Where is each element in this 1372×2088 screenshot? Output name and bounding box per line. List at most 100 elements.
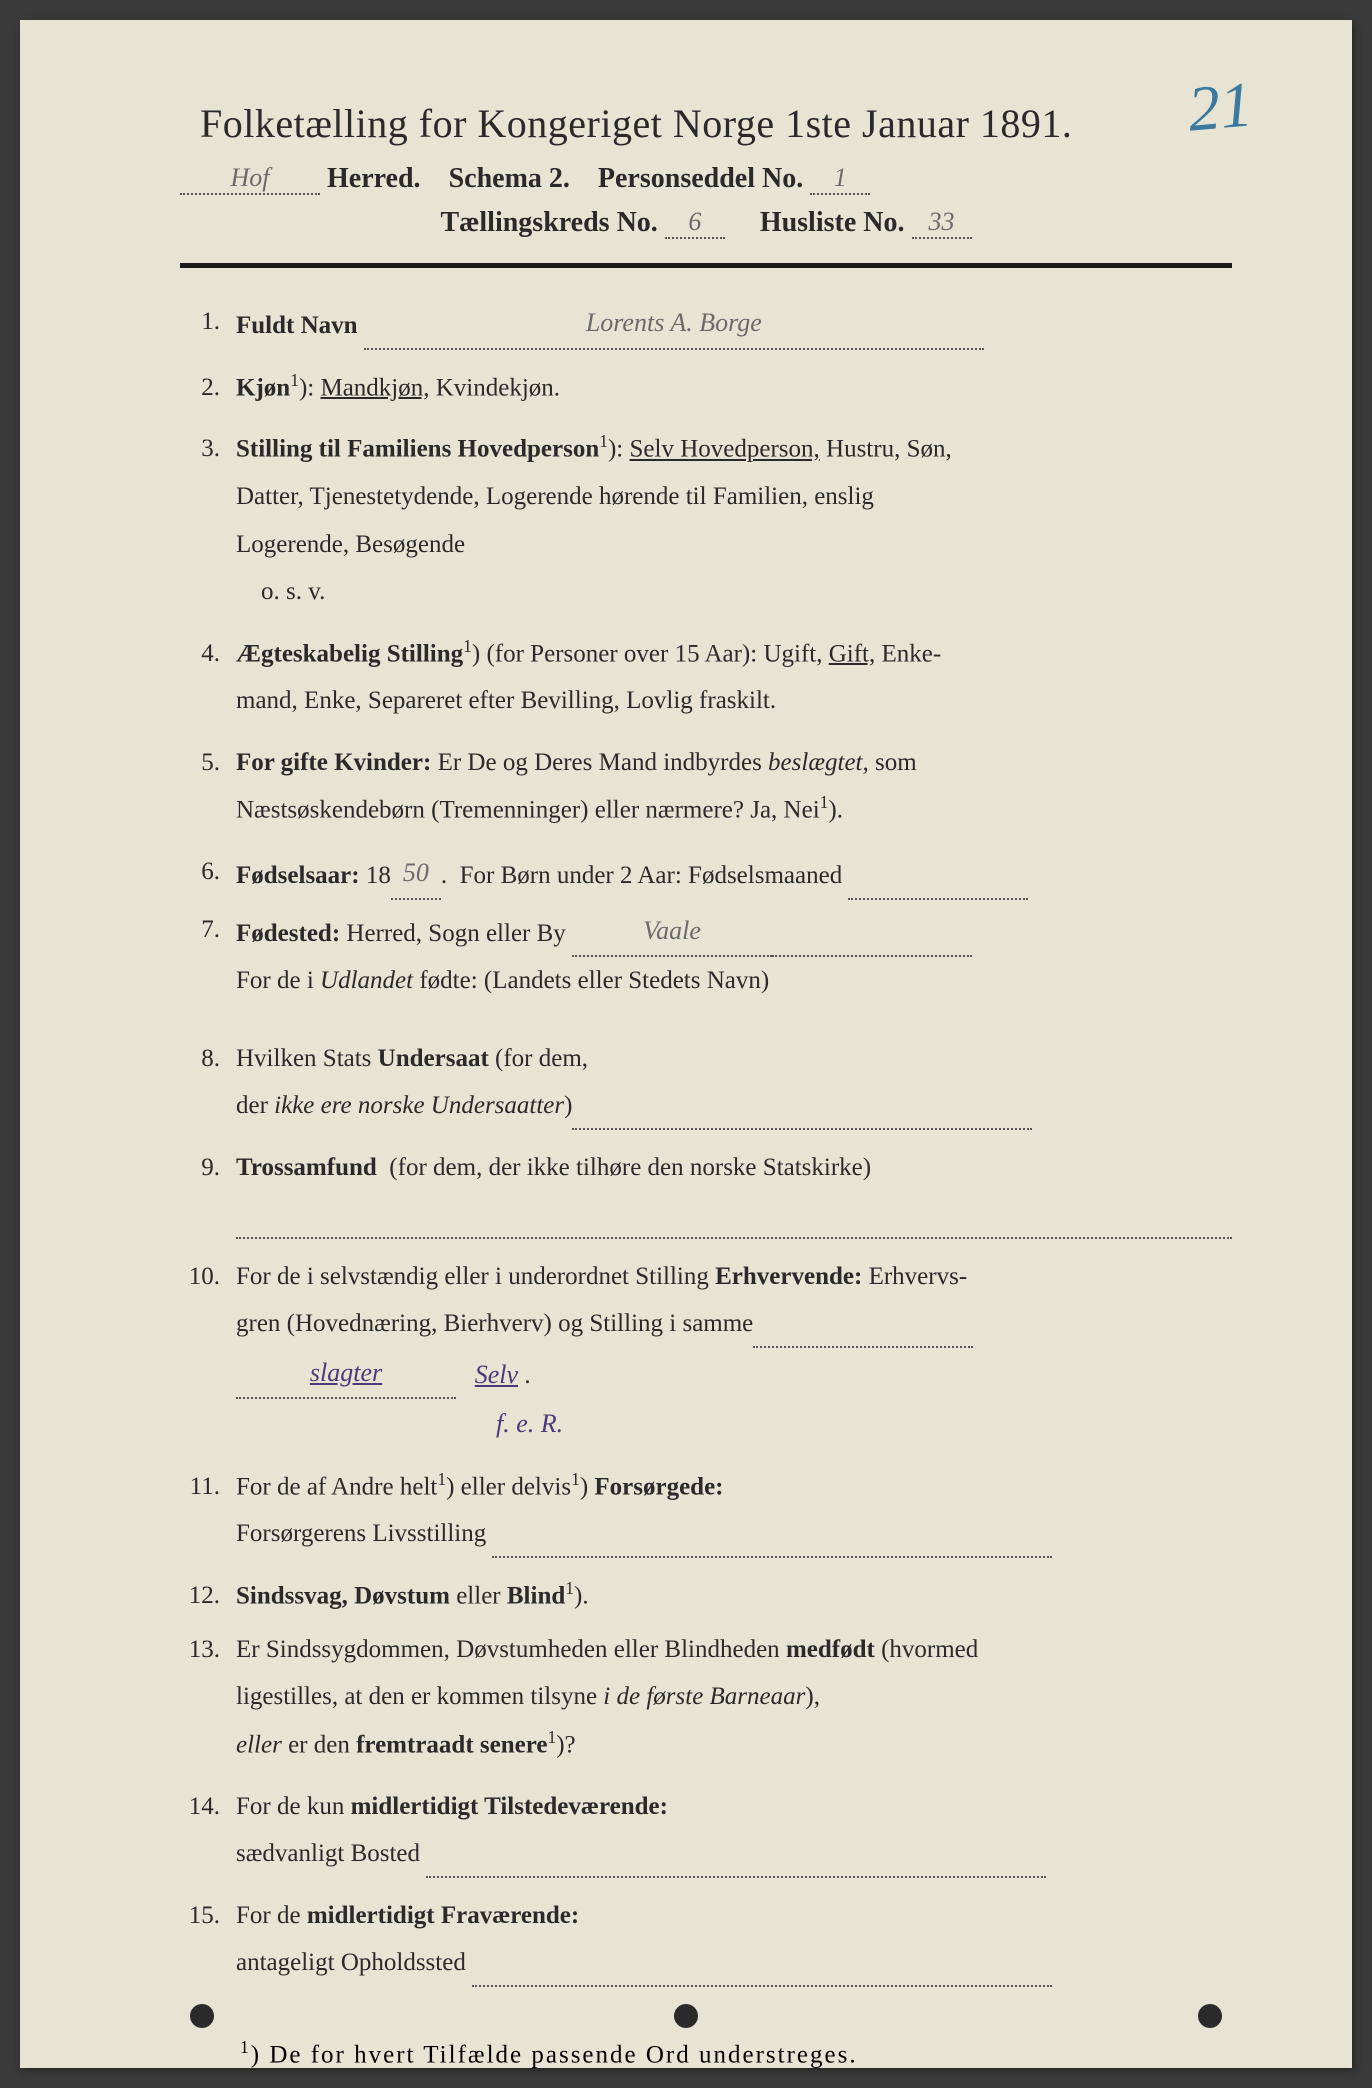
item-6: 6. Fødselsaar: 1850. For Børn under 2 Aa… — [180, 848, 1232, 899]
label-aegteskab: Ægteskabelig Stilling — [236, 640, 463, 667]
text-1: For de af Andre helt — [236, 1473, 437, 1500]
hw-line-1: slagter — [236, 1348, 456, 1400]
hw-fer: f. e. R. — [496, 1409, 563, 1438]
born-text: For Børn under 2 Aar: Fødselsmaaned — [460, 862, 843, 889]
item-body: Kjøn1): Mandkjøn, Kvindekjøn. — [236, 364, 1232, 412]
undersaat-field — [572, 1128, 1032, 1130]
line-2: antageligt Opholdssted — [236, 1949, 466, 1976]
item-body: Sindssvag, Døvstum eller Blind1). — [236, 1572, 1232, 1620]
text: For de kun — [236, 1793, 344, 1820]
form-header: Folketælling for Kongeriget Norge 1ste J… — [180, 100, 1232, 239]
footnote-ref: 1 — [547, 1727, 556, 1747]
item-4: 4. Ægteskabelig Stilling1) (for Personer… — [180, 630, 1232, 725]
footnote-ref: 1 — [820, 792, 829, 812]
fodested-value: Vaale — [572, 906, 772, 957]
item-body: For de i selvstændig eller i underordnet… — [236, 1253, 1232, 1449]
line-2: mand, Enke, Separeret efter Bevilling, L… — [236, 687, 776, 714]
item-10: 10. For de i selvstændig eller i underor… — [180, 1253, 1232, 1449]
header-rule — [180, 263, 1232, 268]
item-body: For de kun midlertidigt Tilstedeværende:… — [236, 1783, 1232, 1878]
punch-hole-icon — [190, 2004, 214, 2028]
label-fodested: Fødested: — [236, 920, 340, 947]
opt-kvindekjon: Kvindekjøn. — [436, 374, 560, 401]
item-number: 3. — [180, 425, 236, 615]
footnote-ref: 1 — [290, 370, 299, 390]
label-fodselsaar: Fødselsaar: — [236, 862, 360, 889]
line-2: ligestilles, at den er kommen tilsyne — [236, 1683, 597, 1710]
paren-text: (for Personer over 15 Aar): — [486, 640, 757, 667]
item-number: 12. — [180, 1572, 236, 1620]
bold-fravaerende: midlertidigt Fraværende: — [307, 1902, 579, 1929]
bold-erhvervende: Erhvervende: — [715, 1263, 862, 1290]
ital-eller: eller — [236, 1731, 282, 1758]
item-body: Hvilken Stats Undersaat (for dem, der ik… — [236, 1035, 1232, 1130]
item-body: For gifte Kvinder: Er De og Deres Mand i… — [236, 739, 1232, 834]
text-2: Erhvervs- — [869, 1263, 968, 1290]
text-1: For de i selvstændig eller i underordnet… — [236, 1263, 709, 1290]
item-5: 5. For gifte Kvinder: Er De og Deres Man… — [180, 739, 1232, 834]
ital-beslaegtet: beslægtet, — [768, 749, 869, 776]
text: For de — [236, 1902, 301, 1929]
item-body: Fuldt Navn Lorents A. Borge — [236, 298, 1232, 350]
blank-1 — [753, 1346, 973, 1348]
footnote: 1) De for hvert Tilfælde passende Ord un… — [180, 2037, 1232, 2069]
paren: (for dem, — [495, 1045, 588, 1072]
bold-blind: Blind — [507, 1582, 565, 1609]
header-row-2: Tællingskreds No. 6 Husliste No. 33 — [180, 207, 1232, 239]
item-number: 6. — [180, 848, 236, 899]
item-body: For de af Andre helt1) eller delvis1) Fo… — [236, 1463, 1232, 1558]
line-4: o. s. v. — [261, 578, 325, 605]
item-number: 9. — [180, 1144, 236, 1239]
item-number: 4. — [180, 630, 236, 725]
line-2: gren (Hovednæring, Bierhverv) og Stillin… — [236, 1310, 753, 1337]
bosted-field — [426, 1876, 1046, 1878]
form-items: 1. Fuldt Navn Lorents A. Borge 2. Kjøn1)… — [180, 298, 1232, 1987]
item-number: 10. — [180, 1253, 236, 1449]
ital-udlandet: Udlandet — [320, 967, 413, 994]
item-number: 15. — [180, 1892, 236, 1987]
personseddel-label: Personseddel No. — [598, 163, 803, 194]
year-value: 50 — [391, 848, 441, 899]
census-form-page: 21 Folketælling for Kongeriget Norge 1st… — [20, 20, 1352, 2068]
label-trossamfund: Trossamfund — [236, 1154, 377, 1181]
item-number: 7. — [180, 906, 236, 1005]
item-11: 11. For de af Andre helt1) eller delvis1… — [180, 1463, 1232, 1558]
line-2: sædvanligt Bosted — [236, 1840, 420, 1867]
ital-barneaar: i de første Barneaar — [603, 1683, 805, 1710]
ital-text: ikke ere norske Undersaatter — [274, 1092, 564, 1119]
hw-selv: Selv — [475, 1360, 518, 1389]
item-3: 3. Stilling til Familiens Hovedperson1):… — [180, 425, 1232, 615]
opholdssted-field — [472, 1985, 1052, 1987]
text-1: Er De og Deres Mand indbyrdes — [438, 749, 762, 776]
line-3: Logerende, Besøgende — [236, 531, 465, 558]
bold-forsorgede: Forsørgede: — [594, 1473, 723, 1500]
trossamfund-field — [236, 1237, 1232, 1239]
label-stilling: Stilling til Familiens Hovedperson — [236, 436, 599, 463]
opt-mandkjon: Mandkjøn, — [320, 374, 429, 401]
page-number-annotation: 21 — [1185, 67, 1255, 146]
item-number: 14. — [180, 1783, 236, 1878]
opt-gift: Gift, — [829, 640, 876, 667]
item-body: Ægteskabelig Stilling1) (for Personer ov… — [236, 630, 1232, 725]
item-number: 11. — [180, 1463, 236, 1558]
item-12: 12. Sindssvag, Døvstum eller Blind1). — [180, 1572, 1232, 1620]
footnote-ref: 1 — [437, 1469, 446, 1489]
text-1: Er Sindssygdommen, Døvstumheden eller Bl… — [236, 1636, 780, 1663]
label-kjon: Kjøn — [236, 374, 290, 401]
item-9: 9. Trossamfund (for dem, der ikke tilhør… — [180, 1144, 1232, 1239]
bold-medfodt: medfødt — [786, 1636, 875, 1663]
item-body: Trossamfund (for dem, der ikke tilhøre d… — [236, 1144, 1232, 1239]
herred-label: Herred. — [327, 163, 421, 194]
item-body: Stilling til Familiens Hovedperson1): Se… — [236, 425, 1232, 615]
kreds-no: 6 — [665, 207, 725, 239]
text-herred: Herred, Sogn eller By — [346, 920, 565, 947]
label-undersaat: Hvilken Stats Undersaat — [236, 1045, 489, 1072]
punch-hole-icon — [1198, 2004, 1222, 2028]
footnote-ref: 1 — [571, 1469, 580, 1489]
item-14: 14. For de kun midlertidigt Tilstedevære… — [180, 1783, 1232, 1878]
item-2: 2. Kjøn1): Mandkjøn, Kvindekjøn. — [180, 364, 1232, 412]
year-prefix: 18 — [366, 862, 391, 889]
item-13: 13. Er Sindssygdommen, Døvstumheden elle… — [180, 1626, 1232, 1769]
label-sindssvag: Sindssvag, Døvstum — [236, 1582, 450, 1609]
item-7: 7. Fødested: Herred, Sogn eller By Vaale… — [180, 906, 1232, 1005]
